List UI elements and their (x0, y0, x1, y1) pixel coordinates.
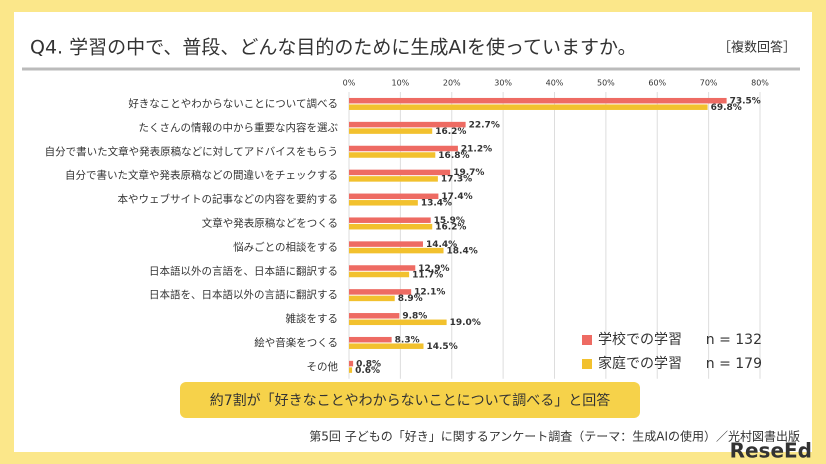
value-label: 19.0% (450, 318, 481, 328)
x-tick-label: 80% (751, 79, 769, 88)
legend-swatch (582, 359, 592, 369)
bar (349, 367, 353, 373)
value-label: 15.9% (434, 216, 465, 226)
y-tick-label: 本やウェブサイトの記事などの内容を要約する (118, 193, 339, 206)
bar (349, 193, 439, 200)
value-label: 14.5% (426, 342, 457, 352)
bar (349, 217, 431, 223)
chart-title: Q4. 学習の中で、普段、どんな目的のために生成AIを使っていますか。 (30, 37, 637, 59)
value-label: 16.8% (438, 151, 469, 161)
value-label: 11.7% (412, 270, 443, 280)
bar (349, 319, 447, 326)
y-tick-label: 絵や音楽をつくる (254, 336, 338, 349)
legend-label: 学校での学習 (598, 331, 682, 348)
bar (349, 152, 436, 158)
value-label: 18.4% (447, 246, 478, 256)
legend-sample: n = 132 (706, 332, 762, 348)
y-tick-label: その他 (307, 360, 339, 373)
y-tick-label: たくさんの情報の中から重要な内容を選ぶ (139, 121, 339, 134)
bar (349, 176, 438, 182)
card (14, 12, 812, 452)
x-tick-label: 70% (700, 79, 718, 88)
x-tick-label: 0% (343, 79, 356, 88)
x-tick-label: 50% (597, 79, 615, 88)
bar (349, 271, 410, 278)
bar (349, 295, 395, 302)
bar (349, 313, 400, 319)
bar (349, 145, 458, 152)
annotation: 約7割が「好きなことやわからないことについて調べる」と回答 (210, 392, 611, 409)
x-tick-label: 10% (391, 79, 409, 88)
value-label: 17.3% (441, 175, 472, 185)
bar (349, 247, 444, 254)
y-tick-label: 好きなことやわからないことについて調べる (128, 97, 338, 110)
y-tick-label: 日本語以外の言語を、日本語に翻訳する (149, 264, 338, 277)
bar (349, 343, 424, 349)
bar (349, 97, 727, 104)
bar (349, 360, 354, 367)
bar (349, 223, 433, 230)
value-label: 22.7% (469, 120, 500, 130)
value-label: 14.4% (426, 240, 457, 250)
value-label: 21.2% (461, 144, 492, 154)
bar (349, 336, 392, 343)
value-label: 0.8% (356, 359, 381, 369)
y-tick-label: 日本語を、日本語以外の言語に翻訳する (149, 288, 338, 301)
bar (349, 289, 412, 295)
value-label: 13.4% (421, 199, 452, 209)
bar (349, 128, 433, 134)
value-label: 8.3% (395, 335, 420, 345)
x-tick-label: 20% (443, 79, 461, 88)
value-label: 19.7% (453, 168, 484, 178)
chart-subtitle: ［複数回答］ (718, 40, 796, 56)
watermark: ReseEd (730, 439, 812, 463)
annotation-box (180, 382, 640, 418)
legend-swatch (582, 335, 592, 345)
y-tick-label: 悩みごとの相談をする (233, 240, 338, 253)
legend-sample: n = 179 (706, 356, 762, 372)
bar (349, 265, 416, 271)
bar (349, 121, 466, 128)
x-tick-label: 40% (546, 79, 564, 88)
value-label: 16.2% (435, 127, 466, 137)
value-label: 9.8% (402, 312, 427, 322)
bar (349, 241, 423, 247)
legend-label: 家庭での学習 (598, 355, 682, 372)
y-tick-label: 文章や発表原稿などをつくる (202, 216, 338, 229)
bar (349, 169, 451, 176)
bar (349, 200, 418, 206)
value-label: 0.6% (355, 366, 380, 376)
value-label: 69.8% (711, 103, 742, 113)
value-label: 8.9% (398, 294, 423, 304)
y-tick-label: 雑談をする (286, 312, 339, 325)
value-label: 16.2% (435, 222, 466, 232)
value-label: 12.1% (414, 288, 445, 298)
x-tick-label: 30% (494, 79, 512, 88)
source: 第5回 子どもの「好き」に関するアンケート調査（テーマ：生成AIの使用）／光村図… (309, 429, 800, 444)
bar (349, 104, 708, 110)
value-label: 12.9% (418, 264, 449, 274)
y-tick-label: 自分で書いた文章や発表原稿などの間違いをチェックする (65, 169, 338, 182)
x-tick-label: 60% (648, 79, 666, 88)
y-tick-label: 自分で書いた文章や発表原稿などに対してアドバイスをもらう (45, 145, 338, 158)
value-label: 73.5% (730, 96, 761, 106)
value-label: 17.4% (441, 192, 472, 202)
